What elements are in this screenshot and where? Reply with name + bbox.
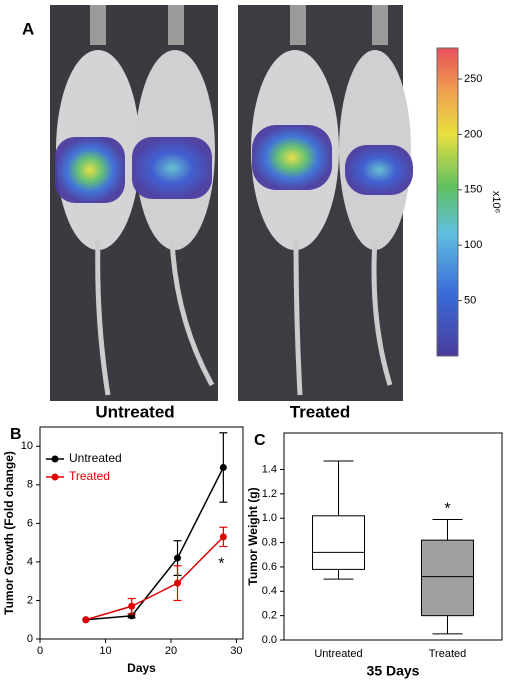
point — [219, 463, 227, 471]
legend-marker — [51, 455, 59, 463]
colorbar-tick-label: 150 — [464, 184, 482, 196]
colorbar — [436, 47, 459, 357]
y-tick-label: 4 — [27, 556, 33, 568]
legend-label: Treated — [69, 469, 110, 483]
colorbar-tick-label: 200 — [464, 128, 482, 140]
point — [219, 533, 227, 541]
y-tick-label: 1.4 — [262, 463, 277, 475]
legend-marker — [51, 473, 59, 481]
group-caption: Treated — [290, 402, 350, 421]
panel-label: B — [10, 426, 22, 443]
photo-untreated — [50, 5, 218, 401]
y-axis-label: Tumor Weight (g) — [246, 487, 260, 585]
colorbar-tick-label: 250 — [464, 73, 482, 85]
point — [174, 554, 182, 562]
y-tick-label: 10 — [21, 440, 33, 452]
x-tick-label: 10 — [99, 645, 111, 657]
series-line — [85, 467, 225, 621]
x-tick-label: 0 — [37, 645, 43, 657]
y-tick-label: 8 — [27, 479, 33, 491]
x-axis-label: Days — [127, 661, 156, 675]
annotation: * — [218, 556, 224, 573]
x-tick-label: Treated — [429, 648, 467, 660]
point — [82, 616, 90, 624]
y-tick-label: 1.0 — [262, 512, 277, 524]
panel-label: A — [22, 19, 34, 38]
box — [421, 539, 474, 617]
box — [312, 515, 365, 570]
y-tick-label: 0 — [27, 633, 33, 645]
y-tick-label: 6 — [27, 517, 33, 529]
group-caption: Untreated — [95, 402, 174, 421]
point — [128, 602, 136, 610]
colorbar-label: x10⁶ — [490, 191, 502, 213]
x-tick-label: Untreated — [314, 648, 362, 660]
y-axis-label: Tumor Growth (Fold change) — [2, 451, 16, 615]
series-line — [85, 536, 224, 621]
y-tick-label: 1.2 — [262, 488, 277, 500]
y-tick-label: 0.0 — [262, 634, 277, 646]
y-tick-label: 2 — [27, 594, 33, 606]
x-tick-label: 20 — [165, 645, 177, 657]
plot-frame — [283, 432, 503, 641]
point — [174, 579, 182, 587]
annotation: * — [444, 501, 450, 518]
y-tick-label: 0.2 — [262, 610, 277, 622]
y-tick-label: 0.4 — [262, 585, 277, 597]
plot-frame — [39, 426, 244, 640]
panel-label: C — [254, 432, 266, 449]
x-tick-label: 30 — [230, 645, 242, 657]
y-tick-label: 0.6 — [262, 561, 277, 573]
y-tick-label: 0.8 — [262, 536, 277, 548]
photo-treated — [238, 5, 413, 401]
legend-label: Untreated — [69, 451, 122, 465]
colorbar-tick-label: 100 — [464, 239, 482, 251]
x-axis-label: 35 Days — [367, 663, 420, 679]
colorbar-tick-label: 50 — [464, 295, 476, 307]
